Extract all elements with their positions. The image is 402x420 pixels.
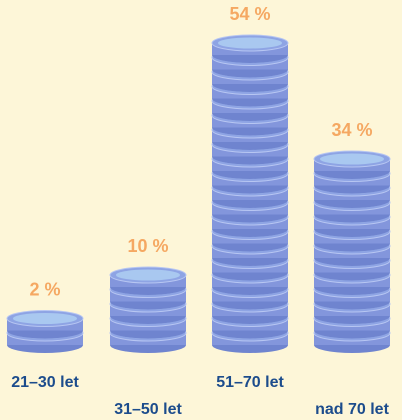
coin-face [218,37,282,49]
coin-face [13,313,77,324]
value-label: 2 % [29,279,60,299]
category-label: 21–30 let [11,374,79,391]
coin-stack [109,266,187,353]
category-label: nad 70 let [315,401,389,418]
coin-face [320,153,384,165]
coin-face [116,269,180,281]
value-label: 34 % [331,120,372,140]
value-label: 10 % [127,236,168,256]
coin-stack [211,34,289,353]
coin-stack [313,150,391,353]
category-label: 51–70 let [216,374,284,391]
category-label: 31–50 let [114,401,182,418]
coin-stack [6,310,84,353]
value-label: 54 % [229,4,270,24]
